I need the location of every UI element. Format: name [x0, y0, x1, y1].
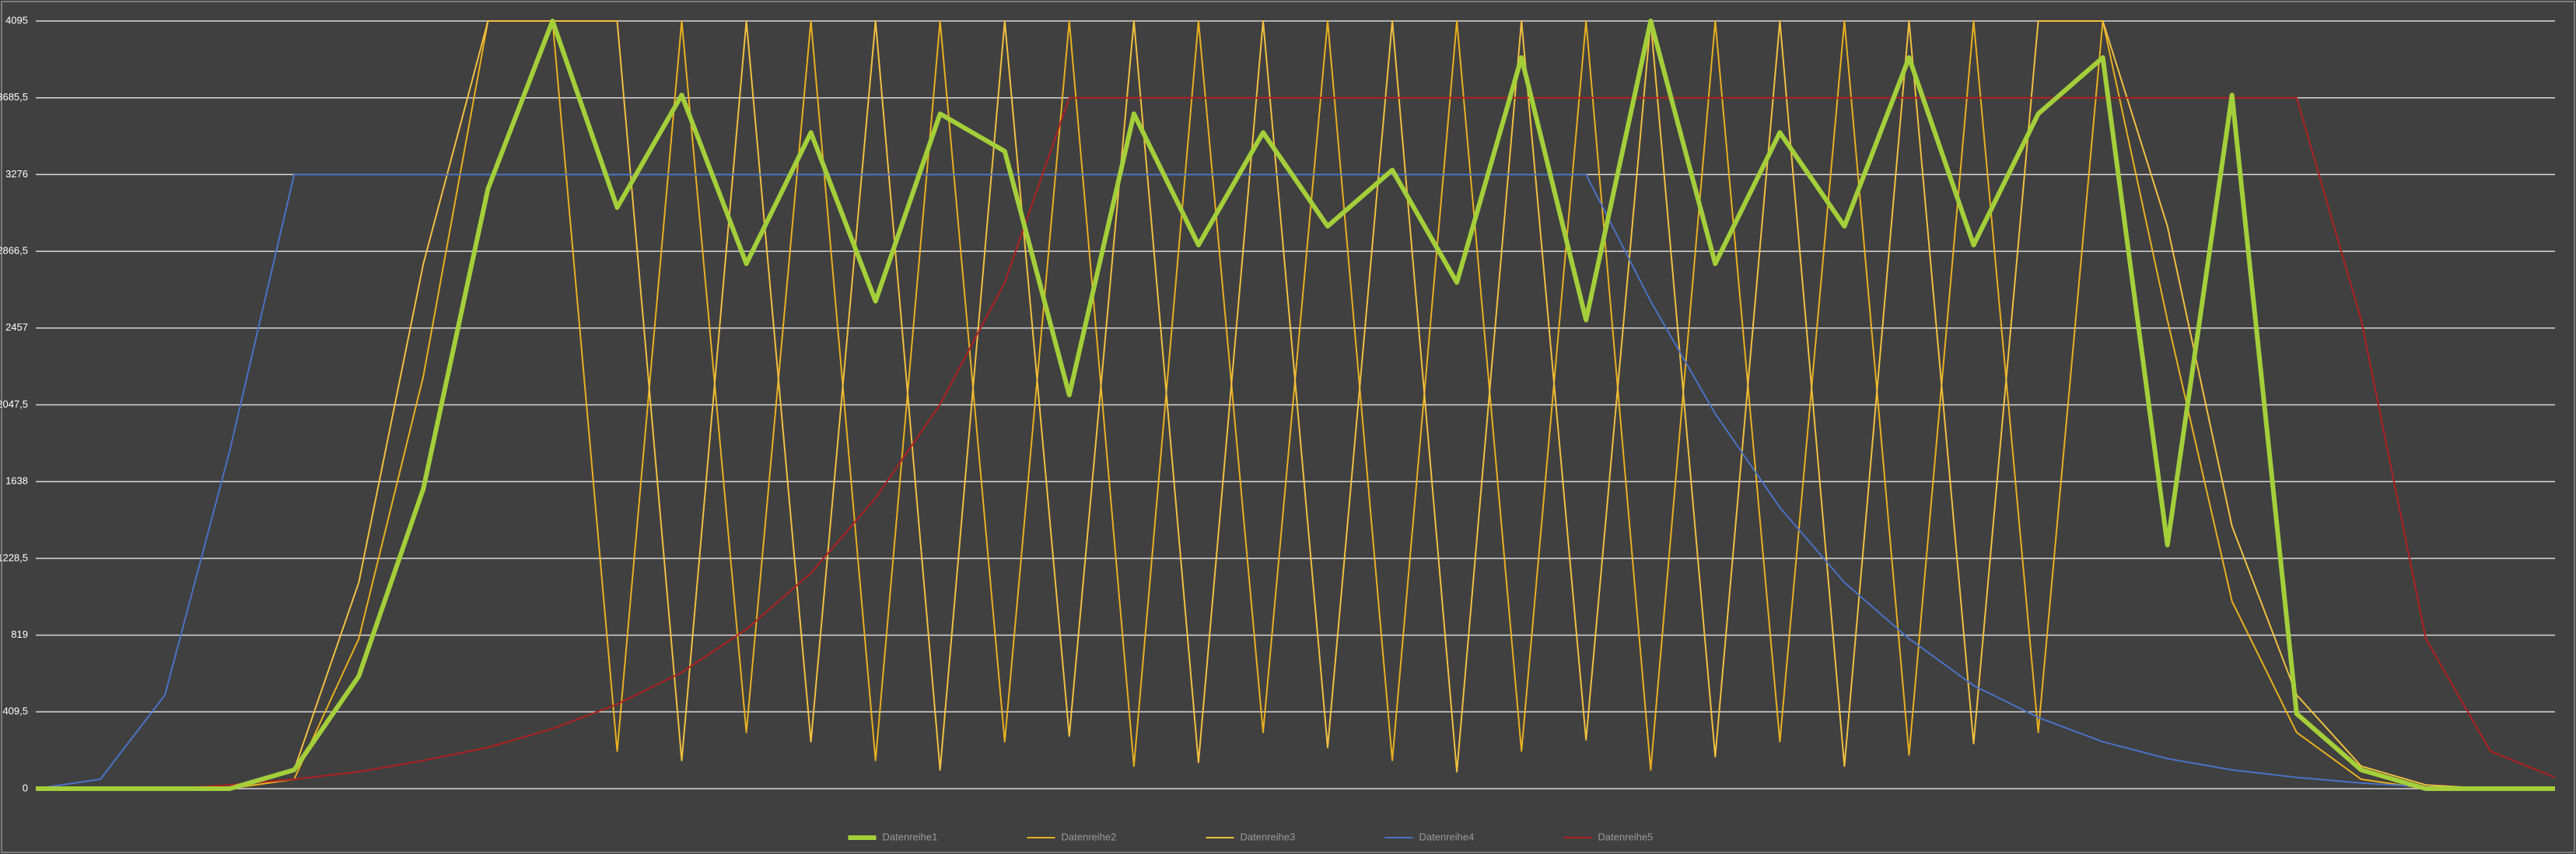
- y-tick-label: 409,5: [2, 705, 28, 717]
- legend-item: Datenreihe3: [1206, 831, 1296, 842]
- legend-item: Datenreihe1: [848, 831, 938, 842]
- series-line: [36, 96, 2556, 789]
- legend-label: Datenreihe5: [1598, 831, 1654, 842]
- legend-label: Datenreihe1: [883, 831, 938, 842]
- y-tick-label: 2866,5: [0, 245, 28, 257]
- y-tick-label: 819: [11, 628, 28, 640]
- y-tick-label: 2457: [5, 321, 28, 333]
- y-tick-label: 2047,5: [0, 398, 28, 410]
- y-tick-label: 1638: [5, 475, 28, 487]
- legend-label: Datenreihe3: [1241, 831, 1296, 842]
- y-tick-label: 4095: [5, 14, 28, 26]
- y-tick-label: 0: [23, 782, 28, 793]
- series-line: [35, 173, 2555, 789]
- y-tick-label: 3685,5: [0, 91, 28, 103]
- series-line: [36, 20, 2555, 789]
- legend-item: Datenreihe5: [1563, 831, 1654, 842]
- y-tick-label: 3276: [5, 168, 28, 180]
- y-tick-label: 1228,5: [0, 551, 28, 563]
- series-line: [36, 19, 2555, 791]
- legend-item: Datenreihe2: [1027, 831, 1117, 842]
- legend-label: Datenreihe4: [1419, 831, 1475, 842]
- legend-item: Datenreihe4: [1384, 831, 1475, 842]
- legend-label: Datenreihe2: [1062, 831, 1117, 842]
